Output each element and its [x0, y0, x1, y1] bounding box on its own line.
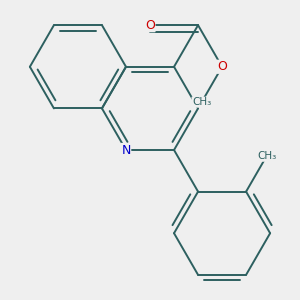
Text: O: O — [217, 60, 227, 73]
Text: CH₃: CH₃ — [257, 151, 276, 161]
Text: CH₃: CH₃ — [192, 97, 211, 107]
Text: N: N — [121, 143, 131, 157]
Text: O: O — [145, 19, 155, 32]
